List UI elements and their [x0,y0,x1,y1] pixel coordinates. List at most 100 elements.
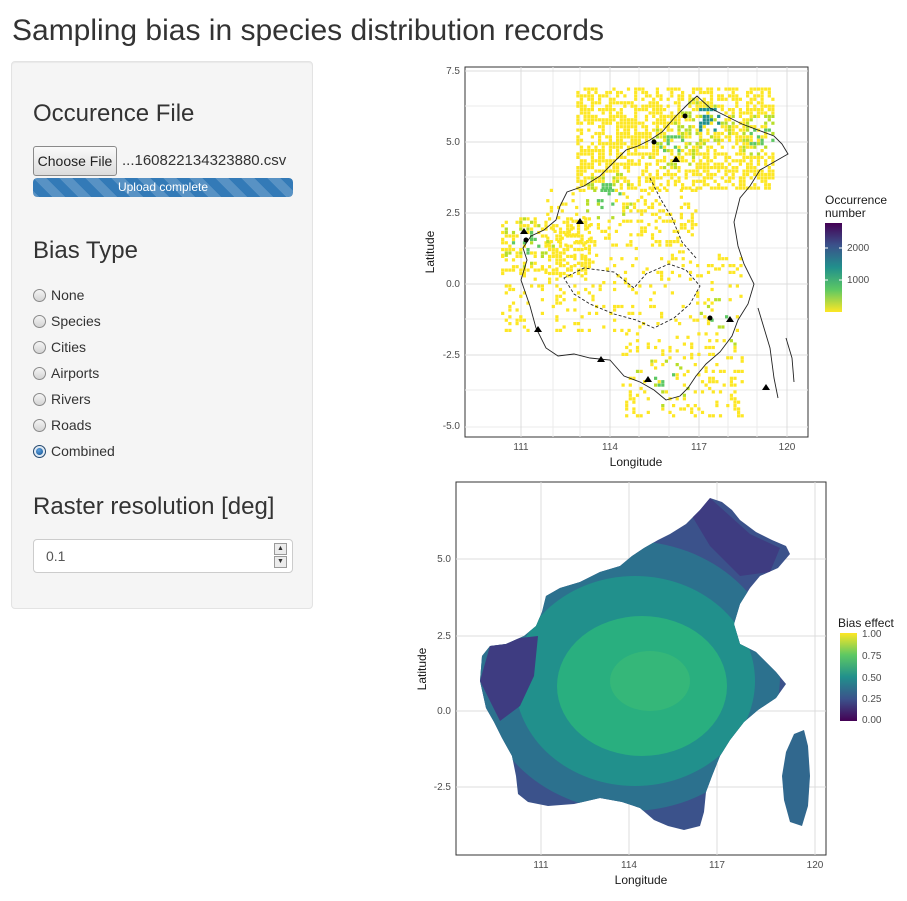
occurrence-cell [670,138,674,142]
radio-option-roads[interactable]: Roads [33,412,115,438]
occurrence-cell [634,142,638,146]
radio-button-icon[interactable] [33,418,46,432]
occurrence-cell [634,138,638,142]
occurrence-cell [601,149,605,153]
occurrence-cell [646,397,650,401]
occurrence-cell [771,138,775,142]
occurrence-cell [641,155,645,159]
occurrence-cell [731,97,735,101]
occurrence-cell [681,125,685,129]
occurrence-cell [681,155,685,159]
occurrence-cell [608,183,612,187]
occurrence-cell [501,271,505,276]
occurrence-cell [573,322,577,326]
occurrence-cell [626,166,631,170]
resolution-input[interactable] [34,540,254,572]
radio-option-none[interactable]: None [33,282,115,308]
occurrence-cell [663,172,667,177]
occurrence-cell [504,227,508,231]
occurrence-cell [663,145,667,149]
occurrence-cell [684,128,688,132]
occurrence-cell [626,128,631,132]
radio-button-icon[interactable] [33,288,46,302]
occurrence-cell [504,253,508,257]
occurrence-cell [551,251,555,255]
occurrence-cell [691,152,696,156]
occurrence-cell [637,135,641,139]
radio-option-cities[interactable]: Cities [33,334,115,360]
occurrence-cell [607,226,611,230]
occurrence-cell [722,369,726,373]
radio-button-icon[interactable] [33,366,46,380]
occurrence-cell [771,114,775,118]
svg-text:111: 111 [533,860,549,871]
occurrence-cell [579,166,584,170]
occurrence-cell [738,145,742,149]
occurrence-cell [598,287,602,292]
occurrence-cell [637,145,641,149]
choose-file-button[interactable]: Choose File [33,146,117,176]
occurrence-cell [623,128,627,132]
occurrence-cell [686,369,690,373]
occurrence-cell [611,188,615,192]
occurrence-cell [677,145,681,149]
occurrence-cell [634,94,638,98]
occurrence-cell [571,226,575,230]
occurrence-cell [760,155,764,159]
occurrence-cell [691,101,696,105]
occurrence-cell [582,216,586,220]
occurrence-cell [659,183,663,187]
radio-button-icon[interactable] [33,444,46,458]
occurrence-cell [767,155,771,159]
occurrence-cell [605,142,609,146]
occurrence-cell [632,400,636,404]
occurrence-cell [566,224,570,228]
occurrence-cell [735,284,739,288]
occurrence-cell [641,169,645,173]
occurrence-cell [670,111,674,115]
occurrence-cell [669,240,673,244]
occurrence-cell [721,325,725,329]
occurrence-cell [731,183,735,187]
occurrence-cell [569,274,573,278]
radio-option-airports[interactable]: Airports [33,360,115,386]
radio-button-icon[interactable] [33,392,46,406]
occurrence-cell [644,162,649,166]
occurrence-cell [623,135,627,139]
occurrence-cell [764,179,768,183]
occurrence-cell [706,270,711,274]
occurrence-cell [677,118,681,122]
occurrence-cell [596,226,600,230]
occurrence-cell [672,240,676,244]
occurrence-cell [749,97,753,101]
occurrence-cell [717,298,721,302]
radio-label: Species [51,313,101,329]
occurrence-cell [562,258,566,262]
occurrence-cell [625,332,629,336]
radio-option-species[interactable]: Species [33,308,115,334]
occurrence-cell [576,138,580,142]
radio-button-icon[interactable] [33,340,46,354]
occurrence-cell [608,142,612,146]
occurrence-cell [655,149,659,153]
spinner-down-icon[interactable]: ▼ [274,556,287,568]
occurrence-cell [620,257,624,261]
occurrence-cell [709,186,714,190]
occurrence-cell [522,241,526,245]
radio-option-rivers[interactable]: Rivers [33,386,115,412]
spinner-up-icon[interactable]: ▲ [274,543,287,555]
occurrence-cell [587,237,591,241]
occurrence-cell [742,179,746,183]
occurrence-cell [690,352,694,356]
occurrence-cell [555,250,559,254]
occurrence-cell [575,205,579,210]
radio-option-combined[interactable]: Combined [33,438,115,464]
occurrence-cell [746,145,750,149]
occurrence-cell [688,186,692,190]
occurrence-cell [670,121,674,125]
radio-button-icon[interactable] [33,314,46,328]
occurrence-cell [654,376,658,380]
occurrence-cell [590,94,594,98]
borneo-outline [520,95,795,401]
occurrence-cell [652,101,656,105]
